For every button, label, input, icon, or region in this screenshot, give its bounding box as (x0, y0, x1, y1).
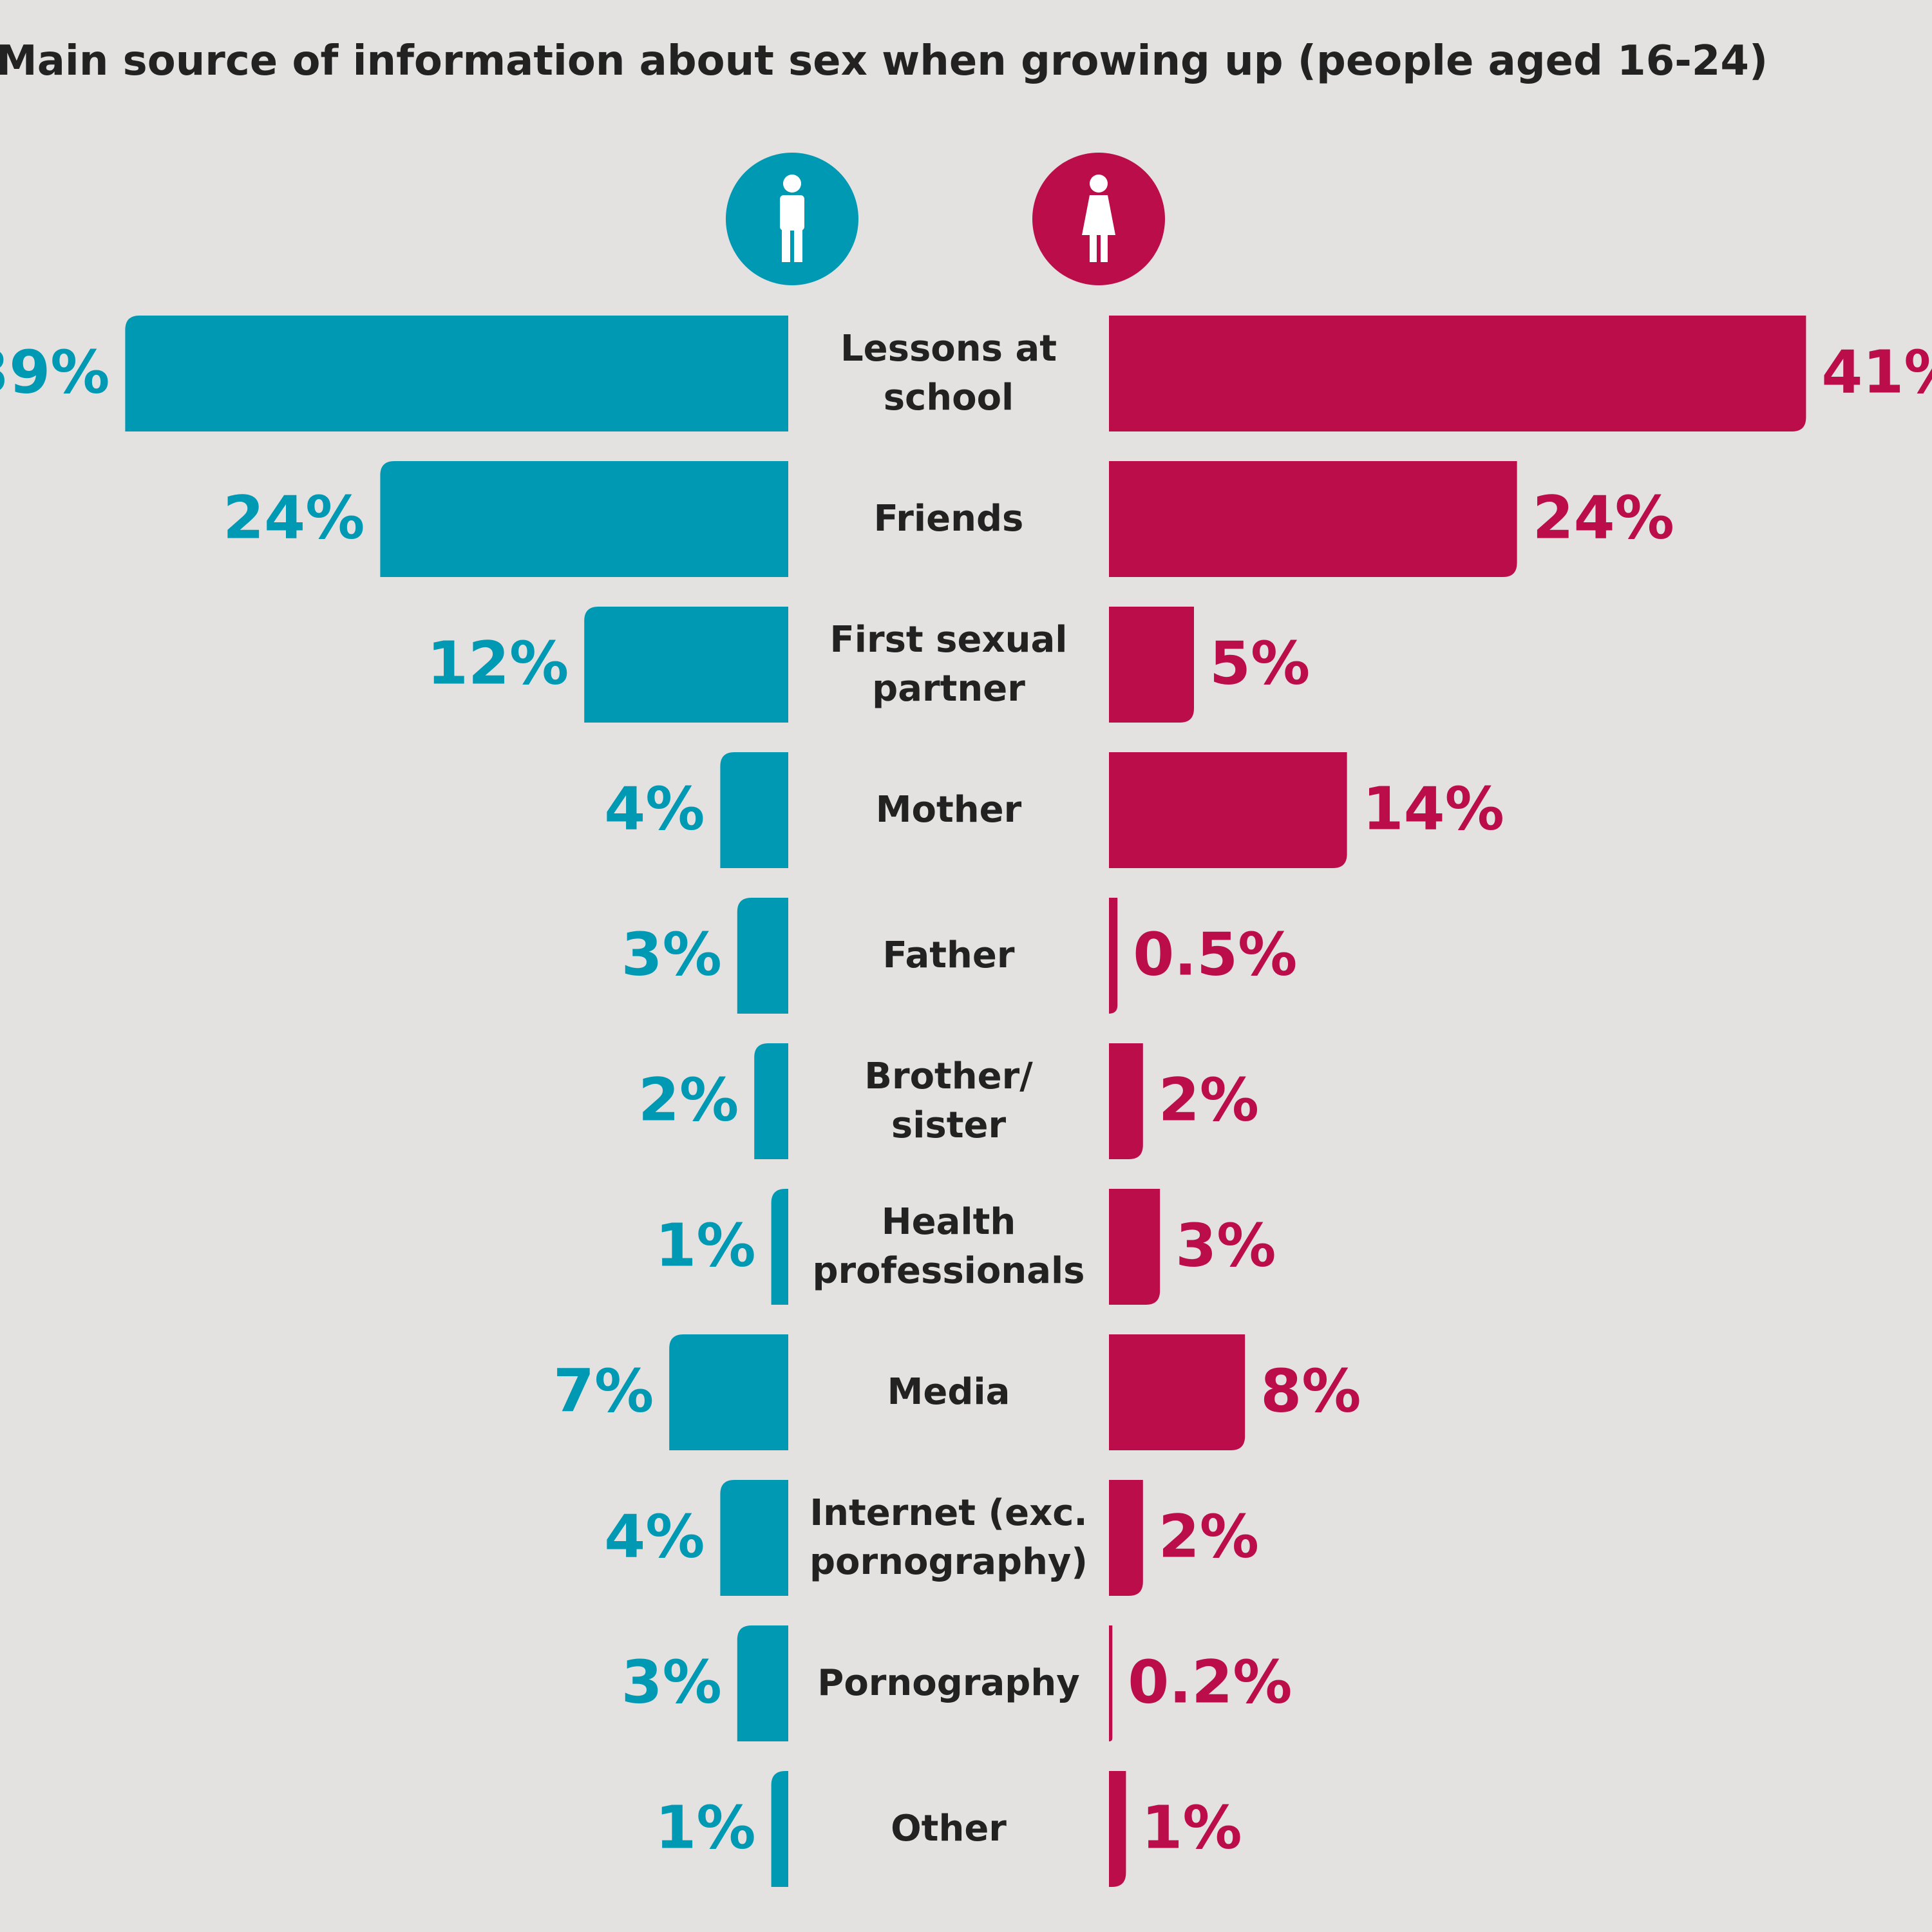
bar (1109, 1043, 1143, 1159)
bar (1109, 1334, 1245, 1450)
value-label: 2% (1159, 1502, 1259, 1571)
value-label: 1% (1141, 1793, 1242, 1862)
bar (669, 1334, 788, 1450)
value-label: 12% (427, 629, 569, 697)
value-label: 5% (1209, 629, 1310, 697)
category-label: Mother (875, 789, 1022, 831)
value-label: 8% (1260, 1356, 1361, 1425)
category-label: Lessons at school (840, 328, 1057, 419)
value-label: 1% (655, 1211, 755, 1280)
value-label: 24% (223, 483, 365, 552)
female-icon (1032, 153, 1165, 285)
value-label: 4% (604, 774, 705, 843)
value-label: 39% (0, 337, 109, 406)
value-label: 1% (655, 1793, 755, 1862)
value-label: 7% (553, 1356, 654, 1425)
category-label: Pornography (817, 1662, 1080, 1704)
bar (1109, 1189, 1160, 1305)
bar (380, 461, 788, 577)
bar (1109, 752, 1347, 868)
category-label: Father (882, 934, 1015, 976)
category-label: Health professionals (812, 1201, 1085, 1292)
bar (737, 1625, 788, 1741)
bar (771, 1189, 788, 1305)
value-label: 0.2% (1128, 1647, 1292, 1716)
male-icon (726, 153, 858, 285)
category-label: Other (891, 1808, 1007, 1850)
bar (584, 607, 788, 723)
value-label: 3% (621, 1647, 722, 1716)
category-label: Brother/ sister (864, 1056, 1033, 1146)
bar (771, 1771, 788, 1887)
bar (1109, 1771, 1126, 1887)
bar (1109, 1480, 1143, 1596)
category-label: First sexual partner (829, 619, 1068, 710)
bar (1109, 898, 1118, 1014)
value-label: 2% (1159, 1065, 1259, 1134)
value-label: 14% (1363, 774, 1504, 843)
bar (1109, 316, 1806, 431)
bar (1109, 1625, 1113, 1741)
bar (125, 316, 788, 431)
bar (1109, 607, 1194, 723)
value-label: 24% (1533, 483, 1674, 552)
bar (737, 898, 788, 1014)
value-label: 41% (1821, 337, 1932, 406)
bar (754, 1043, 788, 1159)
chart-title: Main source of information about sex whe… (0, 37, 1768, 85)
category-label: Friends (873, 498, 1024, 540)
bar (720, 1480, 788, 1596)
bar (720, 752, 788, 868)
category-label: Internet (exc. pornography) (809, 1492, 1088, 1583)
bar (1109, 461, 1517, 577)
value-label: 3% (1175, 1211, 1276, 1280)
value-label: 4% (604, 1502, 705, 1571)
value-label: 3% (621, 920, 722, 989)
value-label: 2% (638, 1065, 739, 1134)
category-label: Media (887, 1371, 1010, 1413)
value-label: 0.5% (1133, 920, 1297, 989)
